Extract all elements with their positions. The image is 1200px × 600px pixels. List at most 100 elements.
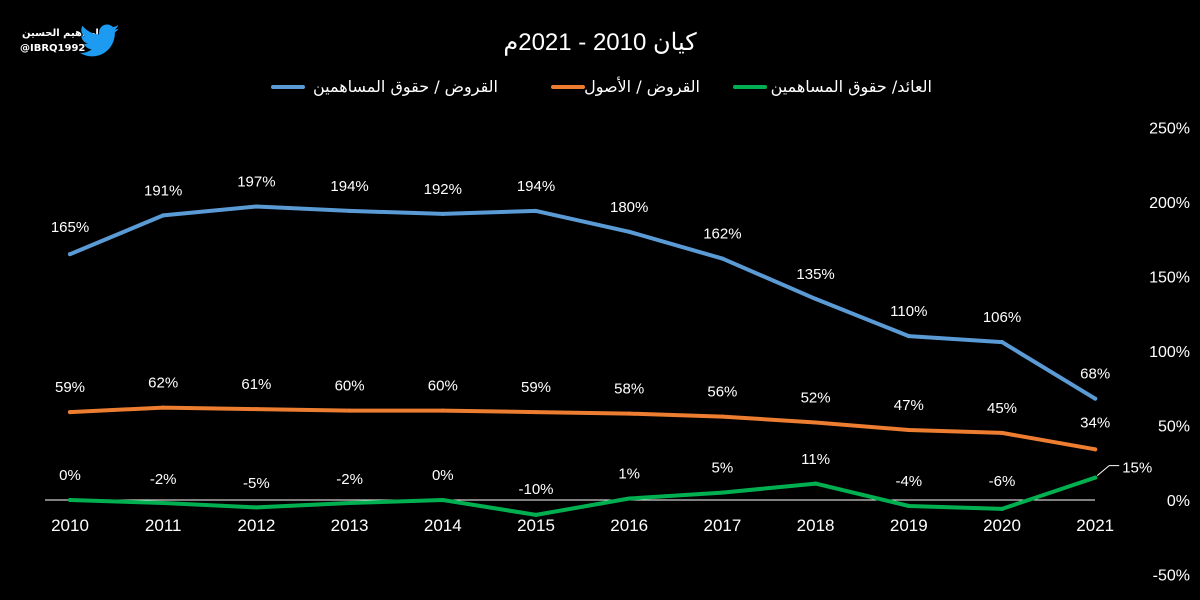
data-label: 45% bbox=[987, 400, 1017, 417]
x-tick-label: 2016 bbox=[610, 516, 648, 535]
data-point bbox=[534, 512, 538, 517]
chart-legend: القروض / حقوق المساهمين القروض / الأصول ال… bbox=[271, 76, 932, 97]
data-label: 110% bbox=[890, 303, 927, 320]
data-label: 5% bbox=[712, 460, 734, 477]
data-label: 135% bbox=[796, 266, 834, 283]
legend-label: القروض / حقوق المساهمين bbox=[313, 77, 498, 97]
data-point bbox=[254, 204, 259, 209]
x-tick-label: 2011 bbox=[145, 516, 182, 535]
twitter-bird-icon bbox=[80, 24, 120, 57]
series-line bbox=[68, 475, 1098, 517]
data-label: 61% bbox=[241, 376, 271, 393]
series-line bbox=[68, 204, 1098, 401]
data-label: -2% bbox=[150, 471, 177, 488]
data-point bbox=[1093, 396, 1098, 401]
data-label: 60% bbox=[335, 378, 365, 395]
x-tick-label: 2020 bbox=[983, 516, 1021, 535]
data-point bbox=[627, 496, 632, 501]
data-point bbox=[440, 211, 445, 216]
data-point bbox=[347, 408, 352, 413]
data-point bbox=[440, 408, 445, 413]
data-point bbox=[813, 296, 818, 301]
data-point bbox=[254, 505, 259, 510]
data-point bbox=[254, 407, 259, 412]
data-label: 192% bbox=[424, 181, 462, 198]
data-label: 56% bbox=[707, 384, 737, 401]
x-tick-label: 2018 bbox=[797, 516, 835, 535]
data-label: 68% bbox=[1080, 366, 1110, 383]
chart-title: كيان 2010 - 2021م bbox=[503, 29, 697, 56]
data-point bbox=[347, 208, 352, 213]
data-point bbox=[720, 256, 725, 261]
y-tick-label: -50% bbox=[1153, 568, 1190, 585]
label-leader-line bbox=[1096, 465, 1120, 477]
data-point bbox=[347, 500, 352, 505]
y-tick-label: 200% bbox=[1149, 195, 1190, 212]
data-label: 58% bbox=[614, 381, 644, 398]
data-label: 180% bbox=[610, 199, 648, 216]
y-tick-label: 150% bbox=[1149, 270, 1190, 287]
x-tick-label: 2010 bbox=[51, 516, 89, 535]
data-point bbox=[720, 414, 725, 419]
data-point bbox=[161, 405, 166, 410]
data-point bbox=[906, 427, 911, 432]
x-tick-label: 2021 bbox=[1076, 516, 1114, 535]
y-tick-label: 250% bbox=[1149, 121, 1190, 138]
data-label: 1% bbox=[618, 466, 640, 483]
data-point bbox=[627, 229, 632, 234]
data-point bbox=[68, 410, 72, 415]
y-tick-label: 50% bbox=[1158, 419, 1190, 436]
x-tick-label: 2012 bbox=[237, 516, 275, 535]
data-point bbox=[68, 498, 72, 502]
y-tick-label: 100% bbox=[1149, 344, 1190, 361]
author-name: إبراهيم الحسين bbox=[22, 28, 99, 39]
data-label: 0% bbox=[59, 467, 81, 484]
data-label: 162% bbox=[703, 226, 741, 243]
data-label: -2% bbox=[336, 471, 363, 488]
data-label: 15% bbox=[1122, 460, 1152, 477]
y-tick-label: 0% bbox=[1167, 493, 1190, 510]
data-label: 106% bbox=[983, 309, 1021, 326]
data-point bbox=[161, 213, 166, 218]
data-label: 165% bbox=[51, 219, 89, 236]
data-point bbox=[1000, 506, 1004, 511]
data-label: -4% bbox=[895, 473, 922, 490]
data-label: -6% bbox=[989, 473, 1016, 490]
series-lines bbox=[68, 204, 1098, 517]
data-point bbox=[1000, 340, 1004, 345]
data-label: -5% bbox=[243, 475, 270, 492]
data-point bbox=[161, 500, 166, 505]
data-point bbox=[534, 410, 538, 415]
x-tick-label: 2015 bbox=[517, 516, 555, 535]
data-point bbox=[1000, 430, 1004, 435]
data-label: 0% bbox=[432, 467, 454, 484]
data-point bbox=[440, 498, 445, 502]
x-tick-label: 2017 bbox=[703, 516, 741, 535]
data-labels: 165% 191% 197% 194% 192% 194% 180% 162% 135% 110%… bbox=[51, 173, 1152, 498]
data-point bbox=[627, 411, 632, 416]
data-point bbox=[813, 481, 818, 486]
data-label: 47% bbox=[894, 397, 924, 414]
data-label: 59% bbox=[521, 379, 551, 396]
data-label: 52% bbox=[801, 390, 831, 407]
x-tick-label: 2014 bbox=[424, 516, 462, 535]
data-label: 11% bbox=[801, 451, 830, 468]
data-point bbox=[534, 208, 538, 213]
data-label: 194% bbox=[517, 178, 555, 195]
author-handle[interactable]: @IBRQ1992 bbox=[20, 43, 86, 54]
data-label: 194% bbox=[330, 178, 368, 195]
data-label: 34% bbox=[1080, 414, 1110, 431]
data-label: 62% bbox=[148, 375, 178, 392]
data-label: 191% bbox=[144, 182, 182, 199]
data-point bbox=[906, 334, 911, 339]
series-line bbox=[68, 405, 1098, 452]
axes: -50% 0% 50% 100% 150% 200% 250% 2010 2011 2012 201… bbox=[45, 121, 1190, 585]
data-point bbox=[906, 503, 911, 508]
legend-label: العائد/ حقوق المساهمين bbox=[771, 77, 932, 97]
data-point bbox=[813, 420, 818, 425]
data-label: 59% bbox=[55, 379, 85, 396]
data-point bbox=[720, 490, 725, 495]
x-tick-label: 2019 bbox=[890, 516, 928, 535]
data-point bbox=[1093, 447, 1098, 452]
